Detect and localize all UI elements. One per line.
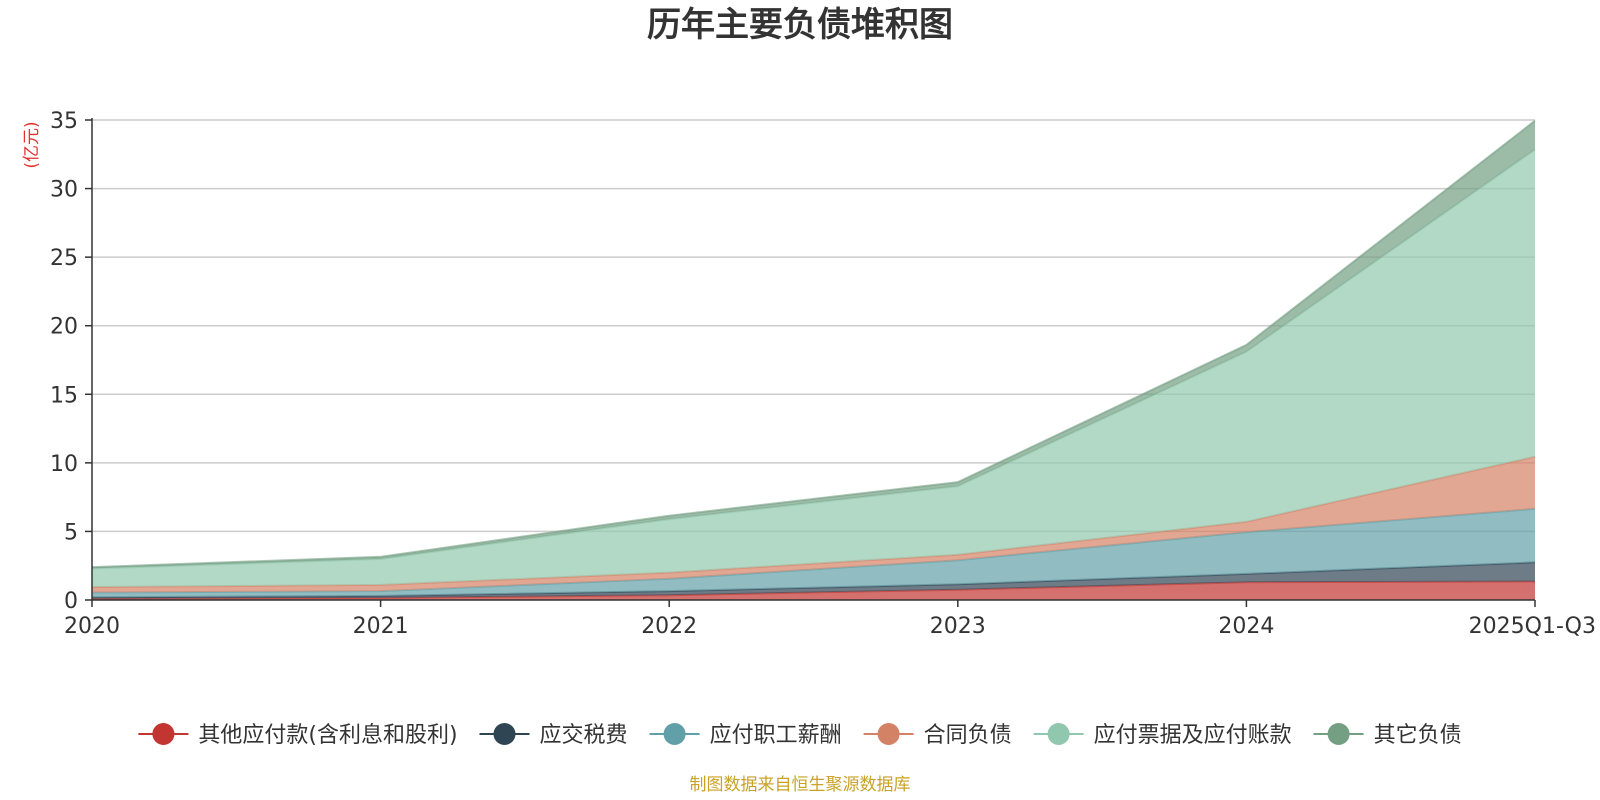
grid-lines <box>85 119 1535 601</box>
y-axis-unit-label: (亿元) <box>22 121 42 168</box>
legend-marker-icon <box>152 723 175 745</box>
legend: 其他应付款(含利息和股利) 应交税费 应付职工薪酬 合同负债 应付票据及应付账款 其它负债 <box>138 723 1462 748</box>
x-tick-label: 2022 <box>641 614 697 639</box>
legend-label: 其他应付款(含利息和股利) <box>198 723 457 748</box>
legend-label: 其它负债 <box>1374 723 1462 748</box>
x-tick-labels: 2020 2021 2022 2023 2024 2025Q1-Q3 <box>64 614 1596 639</box>
x-tick-label: 2020 <box>64 614 120 639</box>
series-area <box>92 508 1535 598</box>
y-tick-label: 30 <box>50 178 78 203</box>
legend-marker-icon <box>493 723 516 745</box>
x-tick-label: 2025Q1-Q3 <box>1469 614 1596 639</box>
y-tick-label: 35 <box>50 109 78 134</box>
y-tick-label: 5 <box>64 520 78 545</box>
legend-item[interactable]: 合同负债 <box>863 723 1012 748</box>
legend-marker-icon <box>1327 723 1350 745</box>
axes <box>91 118 1536 607</box>
series-area <box>92 581 1535 600</box>
series-area <box>92 562 1535 599</box>
legend-label: 应付票据及应付账款 <box>1094 723 1292 748</box>
x-tick-label: 2021 <box>353 614 409 639</box>
legend-marker-icon <box>1047 723 1070 745</box>
series-area <box>92 149 1535 587</box>
legend-item[interactable]: 应付职工薪酬 <box>649 723 842 748</box>
x-tick-label: 2023 <box>930 614 986 639</box>
legend-label: 应交税费 <box>540 723 628 748</box>
x-tick-label: 2024 <box>1218 614 1274 639</box>
y-tick-label: 10 <box>50 452 78 477</box>
data-source-note: 制图数据来自恒生聚源数据库 <box>690 775 911 795</box>
legend-label: 合同负债 <box>924 723 1012 748</box>
legend-item[interactable]: 应交税费 <box>479 723 628 748</box>
y-tick-label: 0 <box>64 589 78 614</box>
y-tick-label: 25 <box>50 246 78 271</box>
chart-title: 历年主要负债堆积图 <box>647 5 953 45</box>
y-tick-label: 20 <box>50 315 78 340</box>
series-areas <box>91 119 1536 600</box>
legend-marker-icon <box>877 723 900 745</box>
legend-item[interactable]: 应付票据及应付账款 <box>1033 723 1292 748</box>
legend-label: 应付职工薪酬 <box>710 723 842 748</box>
series-line <box>91 119 1536 569</box>
series-area <box>92 456 1535 593</box>
legend-item[interactable]: 其他应付款(含利息和股利) <box>138 723 458 748</box>
y-tick-label: 15 <box>50 383 78 408</box>
legend-item[interactable]: 其它负债 <box>1313 723 1462 748</box>
legend-marker-icon <box>663 723 686 745</box>
y-tick-labels: 0 5 10 15 20 25 30 35 <box>50 109 78 614</box>
